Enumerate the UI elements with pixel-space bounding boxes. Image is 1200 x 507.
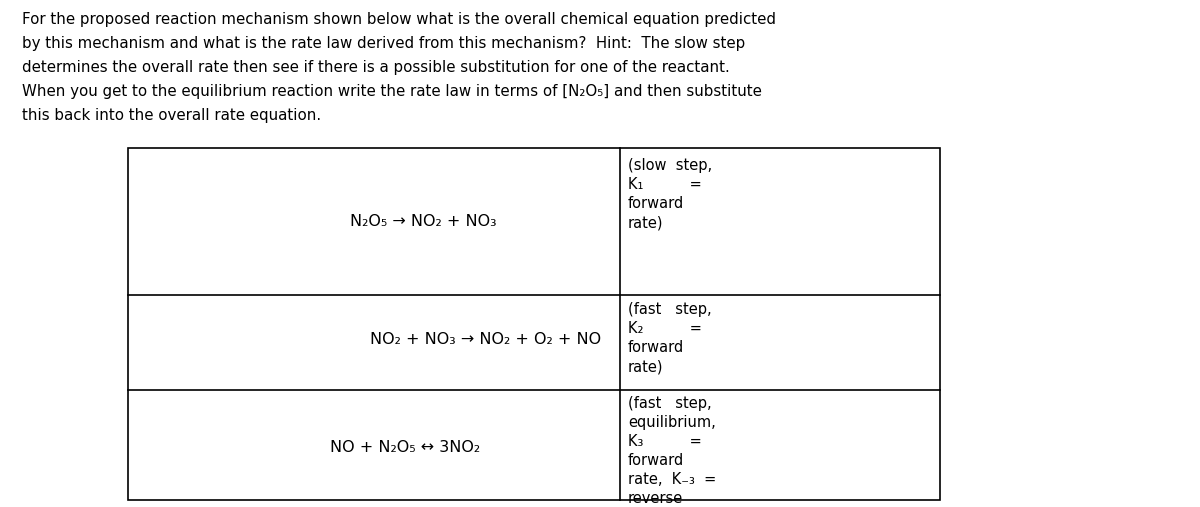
Text: rate): rate) — [628, 359, 664, 374]
Text: rate): rate) — [628, 215, 664, 230]
Text: NO + N₂O₅ ↔ 3NO₂: NO + N₂O₅ ↔ 3NO₂ — [330, 441, 480, 455]
Text: equilibrium,: equilibrium, — [628, 415, 715, 430]
Text: For the proposed reaction mechanism shown below what is the overall chemical equ: For the proposed reaction mechanism show… — [22, 12, 776, 27]
Text: (fast   step,: (fast step, — [628, 396, 712, 411]
Text: (fast   step,: (fast step, — [628, 302, 712, 317]
Text: forward: forward — [628, 453, 684, 468]
Text: K₁          =: K₁ = — [628, 177, 702, 192]
Text: K₂          =: K₂ = — [628, 321, 702, 336]
Text: forward: forward — [628, 196, 684, 211]
Text: this back into the overall rate equation.: this back into the overall rate equation… — [22, 108, 322, 123]
Text: by this mechanism and what is the rate law derived from this mechanism?  Hint:  : by this mechanism and what is the rate l… — [22, 36, 745, 51]
Text: (slow  step,: (slow step, — [628, 158, 712, 173]
Text: rate,  K₋₃  =: rate, K₋₃ = — [628, 472, 716, 487]
Text: determines the overall rate then see if there is a possible substitution for one: determines the overall rate then see if … — [22, 60, 730, 75]
Text: When you get to the equilibrium reaction write the rate law in terms of [N₂O₅] a: When you get to the equilibrium reaction… — [22, 84, 762, 99]
Text: K₃          =: K₃ = — [628, 434, 702, 449]
Text: NO₂ + NO₃ → NO₂ + O₂ + NO: NO₂ + NO₃ → NO₂ + O₂ + NO — [370, 333, 601, 347]
Text: forward: forward — [628, 340, 684, 355]
Text: N₂O₅ → NO₂ + NO₃: N₂O₅ → NO₂ + NO₃ — [350, 214, 497, 230]
Text: reverse: reverse — [628, 491, 683, 506]
